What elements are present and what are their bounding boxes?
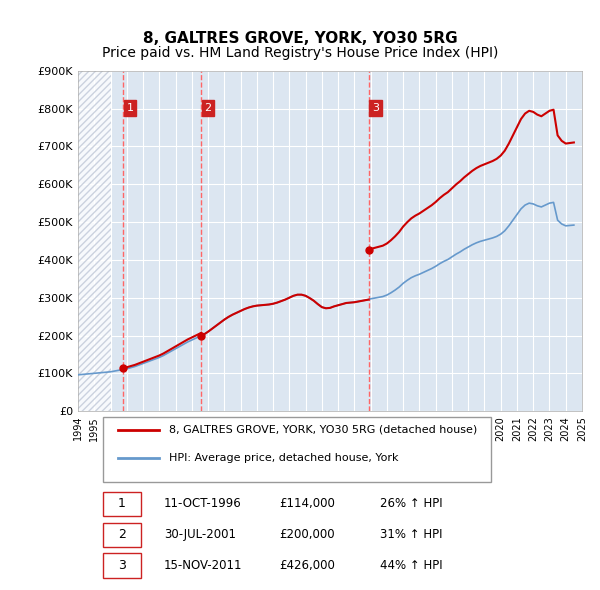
Text: 1: 1 bbox=[118, 497, 126, 510]
Text: 11-OCT-1996: 11-OCT-1996 bbox=[164, 497, 241, 510]
Text: 26% ↑ HPI: 26% ↑ HPI bbox=[380, 497, 443, 510]
Bar bbox=[78, 71, 110, 411]
Text: 15-NOV-2011: 15-NOV-2011 bbox=[164, 559, 242, 572]
Text: 44% ↑ HPI: 44% ↑ HPI bbox=[380, 559, 443, 572]
Text: HPI: Average price, detached house, York: HPI: Average price, detached house, York bbox=[169, 453, 398, 463]
Text: Price paid vs. HM Land Registry's House Price Index (HPI): Price paid vs. HM Land Registry's House … bbox=[102, 46, 498, 60]
FancyBboxPatch shape bbox=[103, 491, 141, 516]
Text: £200,000: £200,000 bbox=[280, 529, 335, 542]
Text: £114,000: £114,000 bbox=[280, 497, 335, 510]
Text: £426,000: £426,000 bbox=[280, 559, 335, 572]
FancyBboxPatch shape bbox=[103, 417, 491, 482]
Text: 3: 3 bbox=[372, 103, 379, 113]
Text: 2: 2 bbox=[118, 529, 126, 542]
Text: 31% ↑ HPI: 31% ↑ HPI bbox=[380, 529, 443, 542]
Text: 3: 3 bbox=[118, 559, 126, 572]
Text: 1: 1 bbox=[127, 103, 134, 113]
Text: 8, GALTRES GROVE, YORK, YO30 5RG: 8, GALTRES GROVE, YORK, YO30 5RG bbox=[143, 31, 457, 46]
Text: 30-JUL-2001: 30-JUL-2001 bbox=[164, 529, 236, 542]
FancyBboxPatch shape bbox=[103, 523, 141, 548]
FancyBboxPatch shape bbox=[103, 553, 141, 578]
Text: 8, GALTRES GROVE, YORK, YO30 5RG (detached house): 8, GALTRES GROVE, YORK, YO30 5RG (detach… bbox=[169, 425, 477, 435]
Text: 2: 2 bbox=[205, 103, 212, 113]
